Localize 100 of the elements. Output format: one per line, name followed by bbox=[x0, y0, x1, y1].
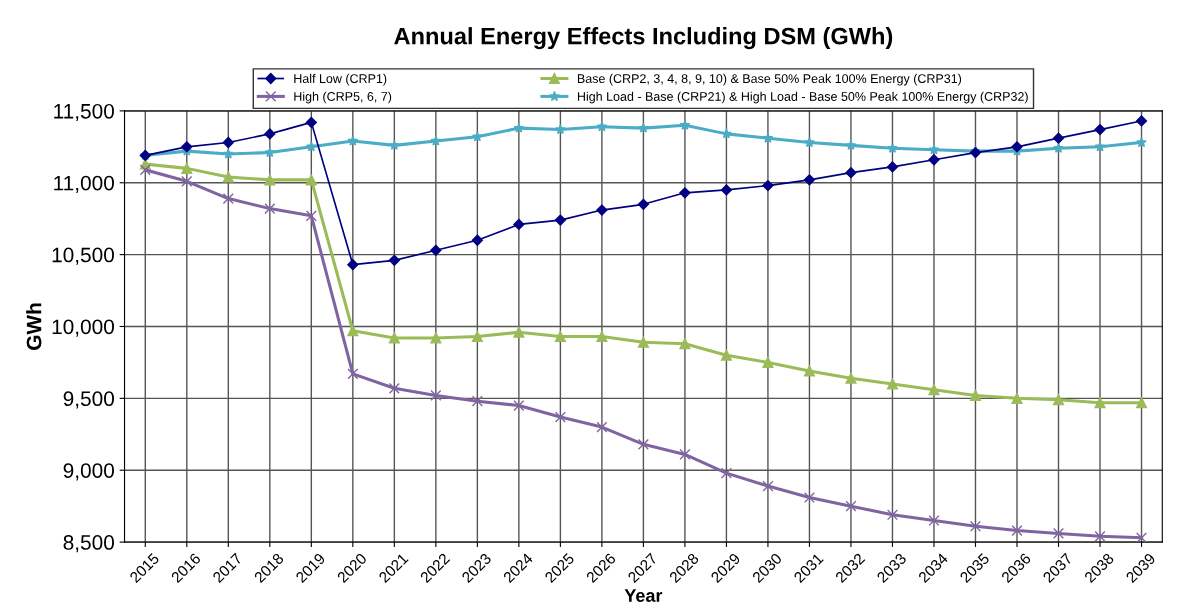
point bbox=[679, 187, 691, 199]
legend-label: Base (CRP2, 3, 4, 8, 9, 10) & Base 50% Peak 100% Energy (CRP31) bbox=[577, 73, 962, 86]
point bbox=[637, 438, 649, 450]
point bbox=[969, 389, 982, 402]
x-axis-title: Year bbox=[624, 589, 663, 602]
point bbox=[845, 500, 857, 512]
point bbox=[388, 382, 400, 394]
y-tick-label: 11,000 bbox=[54, 175, 114, 193]
y-tick-label: 10,500 bbox=[52, 247, 114, 265]
point bbox=[803, 365, 816, 377]
point bbox=[222, 148, 234, 159]
point bbox=[928, 384, 940, 396]
point bbox=[721, 128, 732, 139]
point bbox=[1135, 532, 1148, 543]
point bbox=[762, 132, 774, 143]
point bbox=[803, 491, 816, 504]
point bbox=[513, 399, 525, 412]
point bbox=[886, 378, 899, 390]
point bbox=[969, 520, 982, 532]
point bbox=[1135, 115, 1148, 127]
point bbox=[845, 139, 857, 151]
point bbox=[139, 164, 151, 176]
point bbox=[720, 349, 732, 361]
point bbox=[679, 448, 691, 460]
point bbox=[347, 368, 359, 380]
point bbox=[306, 141, 317, 152]
point bbox=[388, 254, 400, 266]
point bbox=[596, 204, 608, 216]
point bbox=[181, 162, 193, 174]
legend-label: High (CRP5, 6, 7) bbox=[294, 91, 392, 104]
point bbox=[305, 116, 317, 128]
point bbox=[347, 325, 359, 337]
point bbox=[1052, 394, 1065, 406]
point bbox=[679, 119, 691, 130]
point bbox=[596, 421, 608, 433]
point bbox=[762, 180, 774, 192]
chart-title: Annual Energy Effects Including DSM (GWh) bbox=[394, 27, 893, 50]
point bbox=[181, 175, 193, 187]
point bbox=[1094, 123, 1106, 136]
point bbox=[347, 135, 359, 146]
point bbox=[430, 332, 442, 344]
y-tick-label: 9,500 bbox=[63, 391, 114, 409]
point bbox=[637, 336, 649, 348]
point bbox=[679, 338, 691, 350]
point bbox=[1094, 141, 1106, 152]
point bbox=[471, 395, 483, 407]
point bbox=[264, 147, 276, 158]
point bbox=[305, 210, 317, 222]
point bbox=[430, 135, 442, 146]
point bbox=[804, 136, 815, 148]
point bbox=[1136, 136, 1147, 148]
point bbox=[928, 144, 940, 155]
point bbox=[1011, 525, 1023, 537]
point bbox=[347, 259, 359, 271]
y-axis-title: GWh bbox=[26, 303, 42, 350]
point bbox=[928, 514, 940, 527]
point bbox=[845, 167, 857, 179]
point bbox=[388, 332, 400, 344]
point bbox=[1135, 397, 1148, 409]
point bbox=[305, 174, 317, 186]
point bbox=[638, 122, 649, 133]
point bbox=[886, 161, 899, 173]
point bbox=[596, 330, 608, 343]
point bbox=[513, 218, 525, 231]
point bbox=[1094, 397, 1106, 409]
point bbox=[471, 330, 483, 343]
point bbox=[928, 154, 940, 166]
point bbox=[264, 174, 276, 186]
y-tick-label: 10,000 bbox=[52, 319, 114, 337]
point bbox=[472, 131, 483, 142]
point bbox=[803, 174, 816, 186]
point bbox=[886, 509, 899, 521]
point bbox=[1052, 527, 1065, 540]
point bbox=[389, 139, 400, 151]
point bbox=[762, 480, 774, 492]
point bbox=[1011, 392, 1023, 404]
point bbox=[555, 124, 566, 135]
point bbox=[471, 234, 483, 246]
point bbox=[222, 193, 234, 205]
point bbox=[222, 171, 234, 183]
point bbox=[513, 326, 525, 338]
point bbox=[720, 467, 732, 479]
point bbox=[222, 136, 234, 149]
y-tick-label: 9,000 bbox=[63, 463, 114, 481]
point bbox=[887, 142, 898, 153]
point bbox=[637, 198, 650, 210]
point bbox=[720, 184, 733, 196]
point bbox=[554, 411, 566, 423]
point bbox=[596, 121, 608, 132]
point bbox=[762, 356, 774, 368]
point bbox=[554, 214, 566, 226]
point bbox=[264, 203, 276, 215]
point bbox=[513, 122, 525, 133]
point bbox=[430, 244, 442, 256]
point bbox=[1011, 141, 1023, 153]
legend-label: Half Low (CRP1) bbox=[294, 73, 387, 86]
y-tick-label: 8,500 bbox=[63, 535, 114, 553]
point bbox=[1094, 530, 1106, 542]
point bbox=[430, 389, 442, 402]
point bbox=[845, 372, 857, 384]
